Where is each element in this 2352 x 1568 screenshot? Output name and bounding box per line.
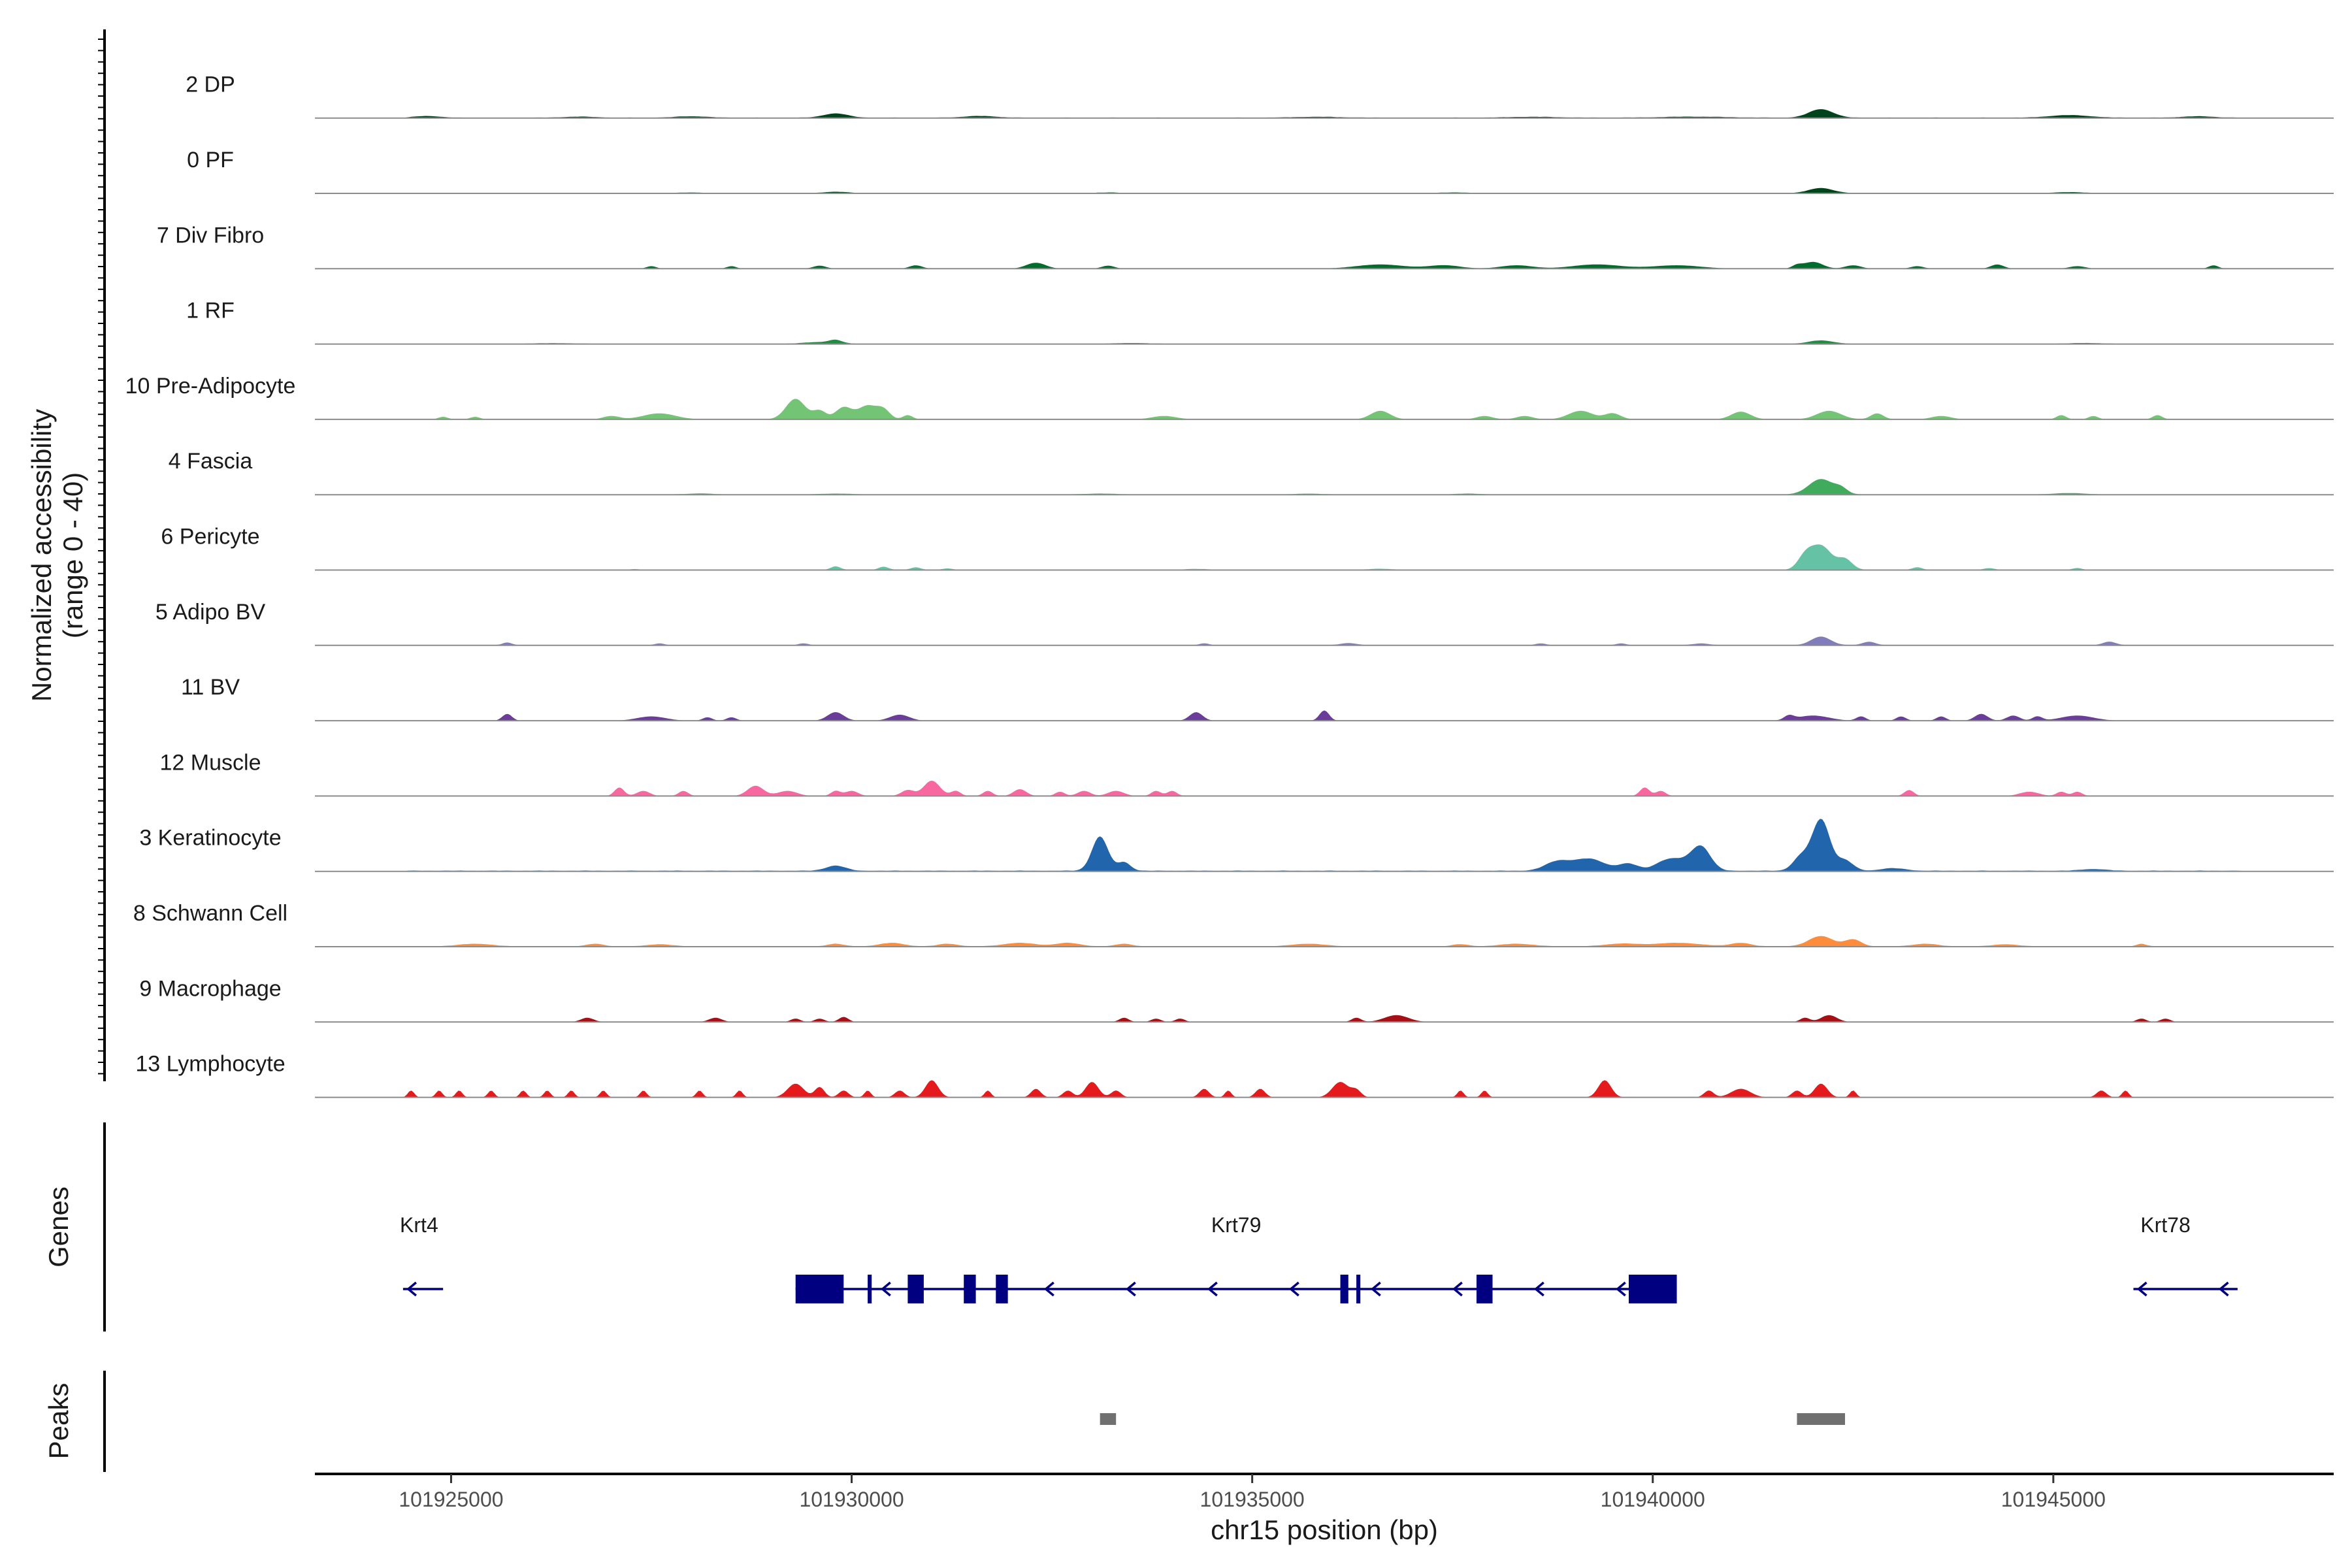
- gene-exon: [1340, 1275, 1348, 1303]
- track-7: 5 Adipo BV: [155, 600, 2334, 646]
- track-3: 1 RF: [186, 299, 2334, 345]
- gene-exon: [868, 1275, 872, 1303]
- track-signal-area: [315, 399, 2334, 419]
- strand-chevron: [1615, 1281, 1626, 1297]
- track-label: 4 Fascia: [169, 449, 253, 474]
- track-signal-area: [315, 710, 2334, 721]
- track-signal-area: [315, 1015, 2334, 1022]
- x-tick-label: 101940000: [1601, 1488, 1705, 1511]
- strand-chevron: [1288, 1281, 1299, 1297]
- gene-exon: [1628, 1275, 1677, 1303]
- track-signal-area: [315, 936, 2334, 947]
- track-12: 9 Macrophage: [139, 976, 2334, 1023]
- strand-chevron: [1043, 1281, 1054, 1297]
- track-label: 2 DP: [186, 73, 235, 97]
- gene-exon: [964, 1275, 976, 1303]
- track-5: 4 Fascia: [169, 449, 2334, 496]
- strand-chevron: [1125, 1281, 1136, 1297]
- gene-exon: [907, 1275, 924, 1303]
- gene-Krt78: Krt78: [2133, 1213, 2238, 1297]
- track-signal-area: [315, 819, 2334, 872]
- peak-region: [1100, 1413, 1117, 1425]
- gene-label: Krt4: [400, 1213, 438, 1237]
- peaks-panel-label: Peaks: [43, 1383, 74, 1460]
- gene-annotations: Krt4 Krt79 Krt78: [400, 1213, 2238, 1303]
- track-signal-area: [315, 544, 2334, 570]
- track-label: 3 Keratinocyte: [139, 826, 281, 851]
- track-2: 7 Div Fibro: [157, 223, 2334, 270]
- track-signal-area: [315, 109, 2334, 118]
- track-10: 3 Keratinocyte: [139, 819, 2334, 872]
- strand-chevron: [880, 1281, 891, 1297]
- peak-regions: [1100, 1413, 1846, 1425]
- track-signal-area: [315, 1080, 2334, 1098]
- track-11: 8 Schwann Cell: [133, 901, 2334, 948]
- x-axis-ticks: 101925000 101930000 101935000 101940000 1019…: [399, 1474, 2106, 1511]
- track-9: 12 Muscle: [160, 750, 2334, 797]
- strand-chevron: [2218, 1281, 2229, 1297]
- genes-panel-label: Genes: [43, 1186, 74, 1267]
- track-0: 2 DP: [186, 73, 2334, 119]
- peak-region: [1797, 1413, 1846, 1425]
- track-signal-area: [315, 188, 2334, 194]
- strand-chevron: [1207, 1281, 1218, 1297]
- x-tick-label: 101930000: [799, 1488, 904, 1511]
- strand-chevron: [2136, 1281, 2148, 1297]
- track-label: 13 Lymphocyte: [135, 1052, 285, 1077]
- gene-exon: [996, 1275, 1008, 1303]
- track-label: 7 Div Fibro: [157, 223, 264, 248]
- x-tick-label: 101945000: [2001, 1488, 2106, 1511]
- gene-exon: [1356, 1275, 1361, 1303]
- track-label: 12 Muscle: [160, 750, 261, 775]
- track-signal-area: [315, 636, 2334, 645]
- gene-label: Krt79: [1211, 1213, 1261, 1237]
- track-label: 10 Pre-Adipocyte: [125, 374, 296, 399]
- gene-Krt4: Krt4: [400, 1213, 444, 1297]
- y-axis-title-line2: (range 0 - 40): [57, 472, 88, 638]
- strand-chevron: [406, 1281, 417, 1297]
- x-axis-title: chr15 position (bp): [1211, 1514, 1438, 1545]
- track-label: 8 Schwann Cell: [133, 901, 287, 926]
- track-1: 0 PF: [187, 148, 2334, 195]
- track-signal-area: [315, 339, 2334, 344]
- track-signal-area: [315, 479, 2334, 495]
- track-label: 0 PF: [187, 148, 234, 172]
- track-4: 10 Pre-Adipocyte: [125, 374, 2334, 420]
- track-6: 6 Pericyte: [161, 525, 2334, 571]
- track-label: 1 RF: [186, 299, 235, 323]
- x-tick-label: 101925000: [399, 1488, 503, 1511]
- track-label: 11 BV: [181, 675, 240, 700]
- track-8: 11 BV: [181, 675, 2334, 722]
- y-axis-title-line1: Normalized accessibility: [26, 409, 57, 702]
- strand-chevron: [1533, 1281, 1544, 1297]
- tracks-y-axis-ticks: [98, 39, 105, 1075]
- strand-chevron: [1370, 1281, 1381, 1297]
- track-13: 13 Lymphocyte: [135, 1052, 2334, 1098]
- strand-chevron: [1452, 1281, 1463, 1297]
- track-label: 9 Macrophage: [139, 976, 281, 1001]
- track-label: 5 Adipo BV: [155, 600, 266, 625]
- gene-Krt79: Krt79: [795, 1213, 1677, 1303]
- gene-exon: [1476, 1275, 1493, 1303]
- track-label: 6 Pericyte: [161, 525, 259, 549]
- x-tick-label: 101935000: [1200, 1488, 1305, 1511]
- gene-exon: [795, 1275, 844, 1303]
- track-signal-area: [315, 261, 2334, 269]
- gene-label: Krt78: [2140, 1213, 2190, 1237]
- coverage-tracks: 2 DP 0 PF 7 Div Fibro 1 RF 10 Pre-Adipocyte 4…: [125, 73, 2334, 1098]
